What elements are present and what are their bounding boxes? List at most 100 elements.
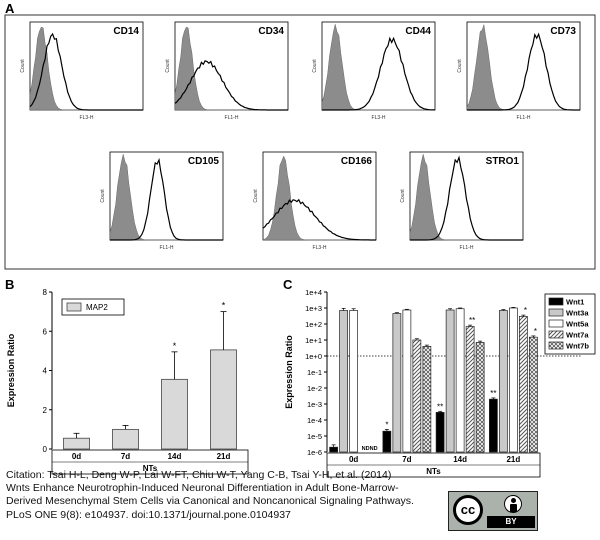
bar <box>63 437 90 450</box>
citation-line-4: PLoS ONE 9(8): e104937. doi:10.1371/jour… <box>6 508 291 521</box>
significance-mark: ** <box>469 316 475 325</box>
y-tick-label: 1e-6 <box>307 448 322 457</box>
x-axis-label: NTs <box>426 467 441 476</box>
license-by-label: BY <box>487 516 535 528</box>
marker-label: STRO1 <box>486 156 520 167</box>
stained-histogram <box>29 32 143 111</box>
bar-wnt3a <box>499 310 508 453</box>
legend-swatch <box>548 341 564 350</box>
legend-label: Wnt7a <box>566 331 589 340</box>
cc-by-license-badge[interactable]: cc BY <box>448 491 538 531</box>
legend: MAP2 <box>61 298 125 316</box>
marker-label: CD14 <box>113 26 139 37</box>
histogram-stro1: STRO1 FL1-H Count <box>400 151 524 251</box>
bar <box>161 378 188 450</box>
y-tick-label: 1e+3 <box>305 304 322 313</box>
histogram-axis-label: FL1-H <box>460 245 474 251</box>
significance-mark: * <box>222 301 226 311</box>
citation-line-2: Wnts Enhance Neurotrophin-Induced Neuron… <box>6 482 399 495</box>
map2-expression-chart: 0 2 4 6 8 Expression Ratio NTs 0d 7d 14d * 21d * MAP2 <box>6 288 249 475</box>
legend-swatch <box>66 302 82 312</box>
histogram-cd73: CD73 FL1-H Count <box>457 21 581 121</box>
citation-line-3: Derived Mesenchymal Stem Cells via Canon… <box>6 495 414 508</box>
histogram-axis-label: FL1-H <box>517 115 531 121</box>
histogram-count-label: Count <box>100 189 106 203</box>
significance-mark: * <box>173 341 177 351</box>
y-tick-label: 1e-3 <box>307 400 322 409</box>
bar-wnt1 <box>435 412 445 453</box>
bar-wnt7b <box>475 342 485 453</box>
legend-swatch <box>548 330 564 339</box>
y-axis-label: Expression Ratio <box>284 335 294 409</box>
category-label: 14d <box>453 455 467 464</box>
legend-label: Wnt5a <box>566 320 589 329</box>
y-tick-label: 1e-5 <box>307 432 322 441</box>
y-tick-label: 2 <box>43 406 48 415</box>
bar-wnt5a <box>349 310 358 453</box>
wnt-expression-chart: 1e-6 1e-5 1e-4 1e-3 1e-2 1e-1 1e+0 1e+1 1e+2 1e+3… <box>284 288 596 478</box>
panel-label-c: C <box>283 277 293 292</box>
legend-swatch <box>548 297 564 306</box>
histogram-cd34: CD34 FL1-H Count <box>165 21 289 121</box>
y-tick-label: 1e+1 <box>305 336 322 345</box>
legend: Wnt1 Wnt3a Wnt5a Wnt7a Wnt7b <box>544 293 596 355</box>
bar-wnt1 <box>382 430 392 453</box>
stained-histogram <box>262 198 376 241</box>
histogram-count-label: Count <box>400 189 406 203</box>
panel-label-a: A <box>5 1 15 16</box>
y-tick-label: 4 <box>43 367 48 376</box>
legend-swatch <box>548 308 564 317</box>
not-detected-label: ND <box>370 446 378 452</box>
histogram-count-label: Count <box>20 59 26 73</box>
bar-wnt3a <box>392 313 402 453</box>
bar-wnt3a <box>339 310 348 453</box>
category-label: 21d <box>217 452 231 461</box>
isotype-histogram <box>466 24 580 111</box>
stained-histogram <box>322 36 435 111</box>
legend-label: Wnt1 <box>566 298 584 307</box>
bar-wnt7b <box>529 336 538 453</box>
significance-mark: ** <box>490 389 496 398</box>
bar-wnt5a <box>402 309 412 453</box>
stained-histogram <box>174 60 288 111</box>
legend-label: Wnt3a <box>566 309 589 318</box>
bar-wnt3a <box>445 309 455 453</box>
flow-cytometry-histograms: CD14 FL3-H Count CD34 FL1-H Count CD44 FL3-H Cou… <box>20 21 581 251</box>
bar <box>112 428 139 450</box>
bar-wnt7a <box>412 339 422 453</box>
category-label: 7d <box>121 452 130 461</box>
category-label: 21d <box>506 455 520 464</box>
marker-label: CD73 <box>550 26 576 37</box>
histogram-cd105: CD105 FL1-H Count <box>100 151 224 251</box>
y-tick-label: 1e+4 <box>305 288 322 297</box>
y-tick-label: 8 <box>43 288 48 297</box>
not-detected-label: ND <box>362 446 370 452</box>
attribution-person-icon <box>504 495 522 513</box>
significance-mark: * <box>524 306 527 315</box>
histogram-axis-label: FL3-H <box>80 115 94 121</box>
isotype-histogram <box>321 24 435 111</box>
histogram-cd44: CD44 FL3-H Count <box>312 21 436 121</box>
category-label: 0d <box>72 452 81 461</box>
stained-histogram <box>467 32 580 111</box>
y-axis-label: Expression Ratio <box>6 333 16 407</box>
histogram-count-label: Count <box>253 189 259 203</box>
bar-wnt7b <box>422 346 432 453</box>
category-label: 7d <box>402 455 411 464</box>
panel-a-frame <box>4 14 596 270</box>
histogram-axis-label: FL3-H <box>372 115 386 121</box>
significance-mark: * <box>385 420 388 429</box>
legend-label: MAP2 <box>86 303 108 312</box>
histogram-count-label: Count <box>312 59 318 73</box>
bar-wnt7a <box>465 326 475 453</box>
histogram-cd14: CD14 FL3-H Count <box>20 21 144 121</box>
marker-label: CD105 <box>188 156 220 167</box>
histogram-count-label: Count <box>165 59 171 73</box>
histogram-axis-label: FL1-H <box>225 115 239 121</box>
significance-mark: * <box>534 327 537 336</box>
y-tick-label: 1e+0 <box>305 352 322 361</box>
citation-line-1: Citation: Tsai H-L, Deng W-P, Lai W-FT, … <box>6 469 392 481</box>
cc-logo-icon: cc <box>453 495 483 525</box>
histogram-axis-label: FL1-H <box>160 245 174 251</box>
